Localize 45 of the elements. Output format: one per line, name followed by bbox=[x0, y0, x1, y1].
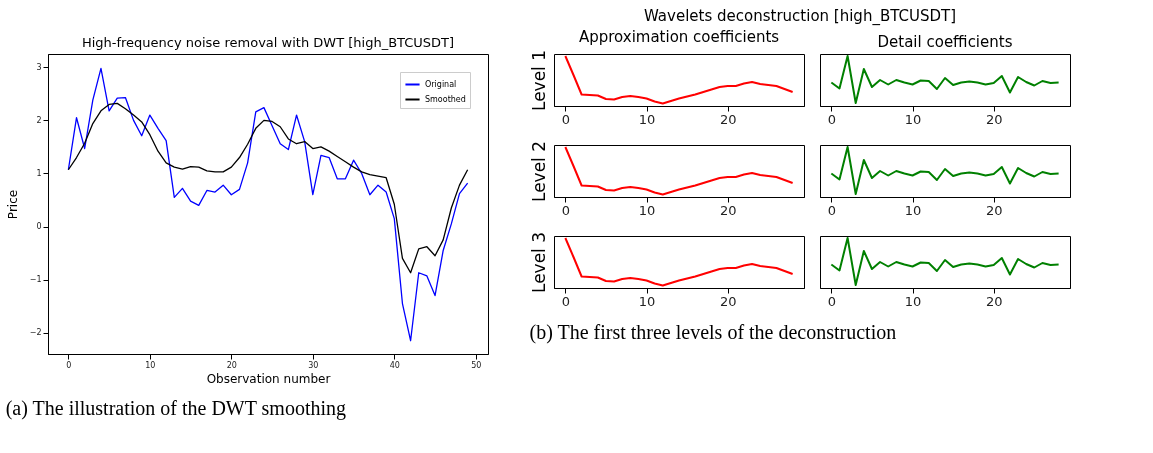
y-axis-title: Price bbox=[5, 189, 20, 220]
x-tick-label: 20 bbox=[985, 293, 1003, 309]
line-series bbox=[67, 67, 469, 342]
x-tick-label: 20 bbox=[985, 111, 1003, 127]
x-tick-label: 10 bbox=[904, 293, 922, 309]
x-tick-label: 20 bbox=[719, 111, 737, 127]
x-tick-label: 10 bbox=[145, 360, 156, 370]
x-tick-label: 0 bbox=[827, 293, 836, 309]
y-tick-label: 1 bbox=[36, 168, 42, 178]
y-axis-title: Level 1 bbox=[528, 49, 549, 112]
y-axis-title: Level 3 bbox=[528, 231, 549, 294]
y-tick-label: −1 bbox=[29, 275, 42, 285]
x-tick-label: 0 bbox=[827, 111, 836, 127]
x-tick-label: 10 bbox=[638, 293, 656, 309]
x-tick-label: 20 bbox=[719, 293, 737, 309]
x-tick-label: 10 bbox=[904, 202, 922, 218]
text: (a) The illustration of the DWT smoothing bbox=[5, 396, 347, 420]
x-tick-label: 10 bbox=[638, 111, 656, 127]
x-tick-label: 0 bbox=[561, 111, 570, 127]
x-tick-label: 20 bbox=[985, 202, 1003, 218]
legend-label: Original bbox=[425, 79, 457, 89]
x-tick-label: 20 bbox=[226, 360, 237, 370]
y-tick-label: −2 bbox=[29, 328, 42, 338]
y-axis-title: Level 2 bbox=[528, 140, 549, 203]
x-axis-title: Observation number bbox=[206, 371, 331, 386]
y-tick-label: 0 bbox=[36, 222, 42, 232]
x-tick-label: 0 bbox=[827, 202, 836, 218]
x-tick-label: 0 bbox=[561, 202, 570, 218]
chart-title: Approximation coefficients bbox=[578, 28, 780, 47]
x-tick-label: 0 bbox=[66, 360, 72, 370]
y-tick-label: 2 bbox=[36, 115, 42, 125]
x-tick-label: 50 bbox=[471, 360, 482, 370]
chart-title: Detail coefficients bbox=[877, 33, 1013, 51]
legend-label: Smoothed bbox=[425, 94, 466, 104]
x-tick-label: 30 bbox=[308, 360, 319, 370]
text: Wavelets deconstruction [high_BTCUSDT] bbox=[644, 6, 956, 26]
x-tick-label: 20 bbox=[719, 202, 737, 218]
x-tick-label: 10 bbox=[904, 111, 922, 127]
x-tick-label: 0 bbox=[561, 293, 570, 309]
x-tick-label: 10 bbox=[638, 202, 656, 218]
x-tick-label: 40 bbox=[389, 360, 400, 370]
text: (b) The first three levels of the deconstruction bbox=[529, 320, 897, 344]
chart-title: High-frequency noise removal with DWT [high_BTCUSDT] bbox=[81, 35, 455, 50]
line-series bbox=[67, 102, 469, 274]
y-tick-label: 3 bbox=[36, 62, 42, 72]
